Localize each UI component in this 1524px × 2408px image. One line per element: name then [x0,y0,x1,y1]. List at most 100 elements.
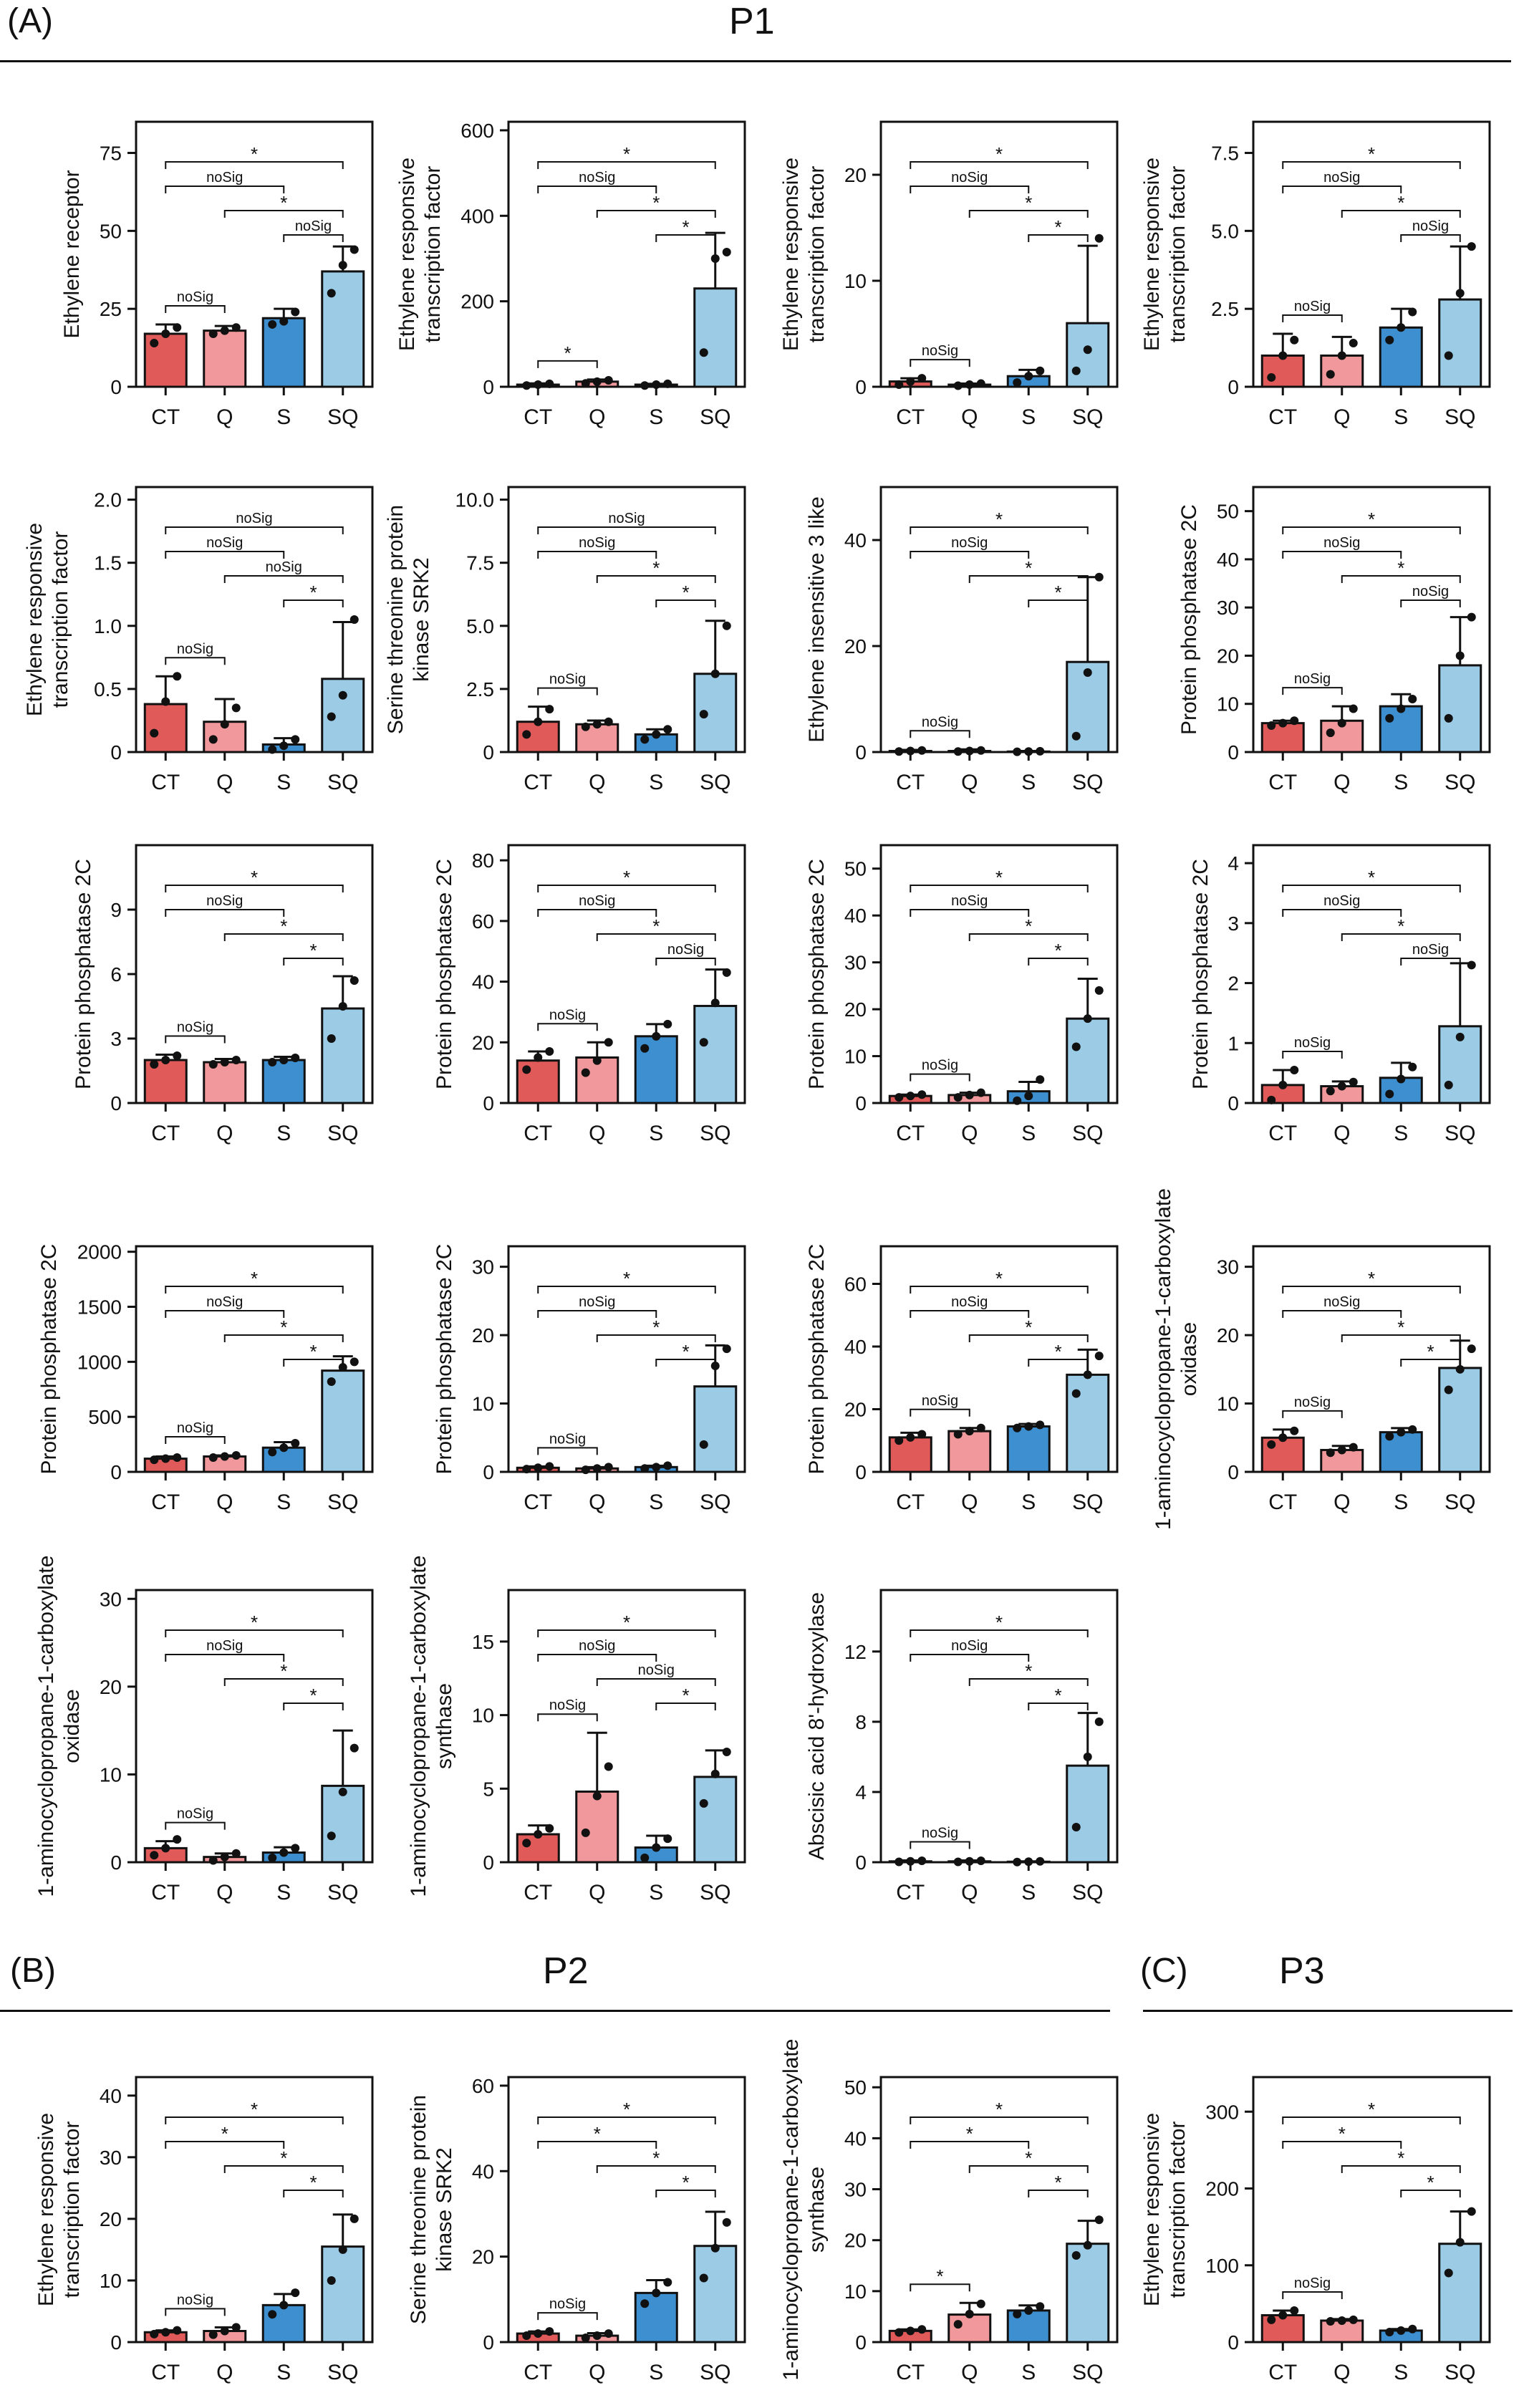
data-point [581,2334,590,2343]
data-point [522,381,531,390]
y-tick-label: 3 [1228,912,1239,935]
data-point [894,2328,904,2337]
data-point [710,998,720,1008]
data-point [1455,2238,1465,2247]
data-point [208,1453,218,1463]
y-tick-label: 2000 [77,1241,122,1263]
data-point [1337,2316,1346,2325]
x-tick-label-s: S [276,405,291,429]
data-point [592,1791,602,1801]
significance-label: noSig [549,1697,586,1713]
data-point [349,615,359,624]
y-axis-label: transcription factor [60,2122,84,2298]
data-point [1326,370,1335,379]
y-tick-label: 20 [844,164,867,186]
data-point [1083,1752,1092,1761]
significance-bracket [537,1310,657,1318]
data-point [976,1856,985,1866]
significance-label: noSig [922,714,958,730]
significance-label: * [1368,867,1375,888]
significance-bracket [537,2141,657,2149]
significance-label: * [251,2099,258,2120]
significance-label: * [682,2172,689,2193]
x-tick-label-q: Q [961,1122,978,1145]
y-tick-label: 30 [100,1588,122,1610]
significance-bracket [537,2116,716,2124]
data-point [1013,378,1022,387]
data-point [894,1436,904,1445]
x-tick-label-sq: SQ [700,1122,730,1145]
significance-label: * [1427,2172,1434,2193]
data-point [208,1856,218,1865]
data-point [965,380,974,390]
data-point [231,323,241,332]
y-tick-label: 0 [1228,2331,1239,2354]
significance-bracket [1341,575,1461,583]
significance-label: * [995,867,1003,888]
x-tick-label-sq: SQ [1072,405,1103,429]
data-point [545,2327,554,2336]
y-axis-label: 1-aminocyclopropane-1-carboxylate [1152,1188,1175,1530]
data-point [220,1452,229,1461]
significance-label: noSig [1294,671,1331,687]
data-point [231,1450,241,1460]
data-point [1290,1065,1299,1074]
data-point [1024,1422,1033,1431]
significance-label: * [1397,1316,1404,1338]
significance-label: * [1054,1685,1061,1706]
y-axis-label: Serine threonine protein [407,2095,430,2324]
significance-label: noSig [667,942,704,958]
data-point [710,254,720,263]
y-tick-label: 3 [110,1028,122,1050]
x-tick-label-q: Q [216,2361,233,2384]
significance-label: noSig [951,1638,988,1654]
data-point [1013,1096,1022,1105]
x-tick-label-ct: CT [524,405,552,429]
significance-bracket [596,210,716,218]
plot-frame [507,1589,746,1864]
significance-bracket [968,1678,1089,1686]
y-tick-label: 40 [1217,549,1239,571]
significance-label: * [309,940,317,961]
data-point [1094,1352,1104,1361]
y-axis-label: Protein phosphatase 2C [72,859,95,1089]
y-tick-label: 100 [1205,2255,1239,2277]
significance-label: * [251,867,258,888]
significance-label: noSig [579,893,615,909]
y-tick-label: 20 [100,1676,122,1698]
significance-bracket [165,885,344,892]
data-point [279,1056,289,1064]
significance-bracket [910,1286,1089,1294]
y-tick-label: 40 [100,2085,122,2107]
significance-bracket [165,2141,285,2149]
y-tick-label: 40 [844,529,867,552]
bar-sq [321,270,365,388]
bar-sq [693,2245,738,2344]
data-point [208,1060,218,1069]
significance-bracket [910,359,970,367]
data-point [1455,1364,1465,1374]
y-tick-label: 0 [483,2331,494,2354]
significance-label: * [1427,1341,1434,1362]
significance-bracket [283,958,344,965]
data-point [592,720,602,729]
data-point [338,690,347,700]
y-tick-label: 20 [844,2230,867,2252]
bar-s [261,317,306,388]
data-point [1455,651,1465,660]
y-tick-label: 60 [472,2075,494,2097]
x-tick-label-s: S [1021,771,1036,794]
y-tick-label: 30 [844,2179,867,2201]
y-tick-label: 20 [472,2246,494,2268]
data-point [1444,1385,1453,1395]
bar-sq [1438,298,1482,388]
data-point [1349,704,1358,713]
significance-label: noSig [951,535,988,551]
data-point [208,2330,218,2339]
significance-bracket [1282,1410,1343,1418]
data-point [1397,323,1406,332]
significance-bracket [537,1629,716,1637]
data-point [1083,668,1092,677]
x-tick-label-sq: SQ [1072,2361,1103,2384]
